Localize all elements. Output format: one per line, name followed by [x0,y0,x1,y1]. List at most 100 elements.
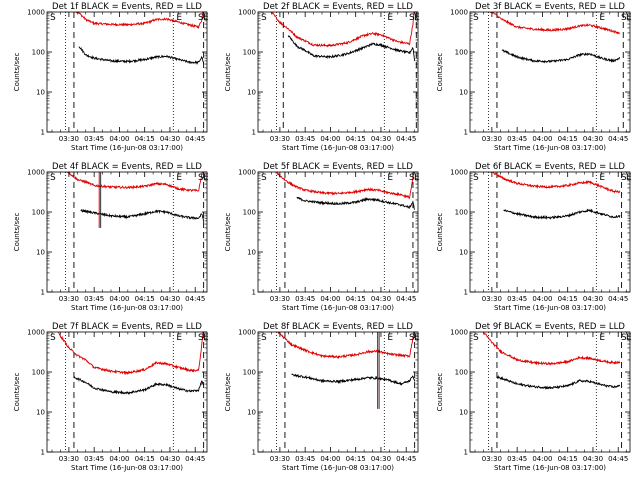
detector-panel-1: Det 1f BLACK = Events, RED = LLD 1 10 100 10… [13,2,209,152]
axes-frame [257,171,419,293]
x-tick-label: 03:30 [482,455,502,463]
marker-label: S [409,333,415,343]
x-tick-label: 03:30 [482,135,502,143]
events-line [501,49,621,64]
marker-label: E [626,173,632,183]
y-tick-label: 1 [464,289,468,297]
marker-label: S [621,13,627,23]
x-tick-label: 04:30 [371,455,391,463]
marker-label: S [198,333,204,343]
y-axis-label: Counts/sec [436,373,444,412]
y-tick-label: 10 [459,89,468,97]
x-tick-label: 04:00 [532,295,552,303]
detector-panel-4: Det 4f BLACK = Events, RED = LLD 1 10 100 10… [13,162,209,312]
x-tick-label: 04:45 [396,295,416,303]
events-line [496,374,621,390]
marker-label: S [50,13,56,23]
panel-title: Det 2f BLACK = Events, RED = LLD [263,2,413,12]
y-tick-label: 1 [252,129,256,137]
detector-panel-8: Det 8f BLACK = Events, RED = LLD 1 10 100 10… [224,322,420,472]
y-tick-label: 10 [36,249,45,257]
marker-label: S [261,13,267,23]
x-tick-label: 04:00 [532,135,552,143]
x-tick-label: 04:15 [346,455,366,463]
y-tick-label: 10 [459,249,468,257]
marker-label: S [409,173,415,183]
y-axis-label: Counts/sec [13,53,21,92]
marker-label: E [203,173,209,183]
y-axis-label: Counts/sec [436,213,444,252]
x-tick-label: 03:45 [507,455,527,463]
x-tick-label: 04:00 [320,295,340,303]
y-tick-label: 1 [41,449,45,457]
y-tick-label: 1000 [450,169,468,177]
y-tick-label: 10 [459,409,468,417]
panel-title: Det 1f BLACK = Events, RED = LLD [52,2,202,12]
events-line [503,208,621,221]
x-tick-label: 04:30 [583,295,603,303]
events-line [296,196,416,210]
y-tick-label: 100 [32,369,45,377]
y-tick-label: 1 [464,129,468,137]
x-tick-label: 04:45 [396,455,416,463]
lld-line [74,12,204,29]
y-tick-label: 100 [455,209,468,217]
plot-area [488,172,623,292]
y-axis-label: Counts/sec [13,373,21,412]
marker-label: E [387,173,393,183]
x-tick-label: 04:00 [109,135,129,143]
x-tick-label: 04:45 [608,295,628,303]
y-tick-label: 1 [41,289,45,297]
axes-frame [257,331,419,453]
marker-label: S [621,173,627,183]
lld-line [483,332,621,366]
marker-label: S [50,333,56,343]
x-tick-label: 04:00 [320,455,340,463]
marker-label: E [626,333,632,343]
lld-line [270,12,415,48]
x-tick-label: 04:30 [160,295,180,303]
y-tick-label: 1 [464,449,468,457]
marker-label: S [409,13,415,23]
events-line [73,376,204,395]
x-tick-label: 04:45 [185,455,205,463]
y-tick-label: 1000 [450,9,468,17]
lld-line [276,332,415,359]
axes-frame [469,331,631,453]
y-axis-label: Counts/sec [224,213,232,252]
y-tick-label: 100 [243,49,256,57]
x-tick-label: 04:15 [135,455,155,463]
y-tick-label: 1000 [238,169,256,177]
marker-label: S [473,333,479,343]
marker-label: S [621,333,627,343]
x-tick-label: 04:30 [160,135,180,143]
x-tick-label: 04:15 [558,295,578,303]
y-tick-label: 10 [247,89,256,97]
panel-title: Det 6f BLACK = Events, RED = LLD [475,162,625,172]
x-tick-label: 03:45 [84,295,104,303]
marker-label: E [414,13,420,23]
marker-label: E [414,173,420,183]
detector-panel-3: Det 3f BLACK = Events, RED = LLD 1 10 100 10… [436,2,632,152]
detector-panel-6: Det 6f BLACK = Events, RED = LLD 1 10 100 10… [436,162,632,312]
x-axis-label: Start Time (16-Jun-08 03:17:00) [71,304,183,312]
y-tick-label: 1000 [27,329,45,337]
plot-area [483,332,623,452]
marker-label: S [50,173,56,183]
y-tick-label: 100 [32,49,45,57]
y-tick-label: 1000 [450,329,468,337]
axes-frame [469,171,631,293]
detector-panel-9: Det 9f BLACK = Events, RED = LLD 1 10 100 10… [436,322,632,472]
y-tick-label: 10 [247,409,256,417]
events-line [291,373,416,386]
axes-frame [46,11,208,133]
x-tick-label: 03:45 [507,135,527,143]
marker-label: S [261,173,267,183]
x-tick-label: 04:45 [608,455,628,463]
y-axis-label: Counts/sec [13,213,21,252]
marker-label: E [176,333,182,343]
marker-label: E [176,173,182,183]
plot-area [276,332,416,452]
x-tick-label: 04:15 [135,295,155,303]
plot-area [275,172,416,292]
